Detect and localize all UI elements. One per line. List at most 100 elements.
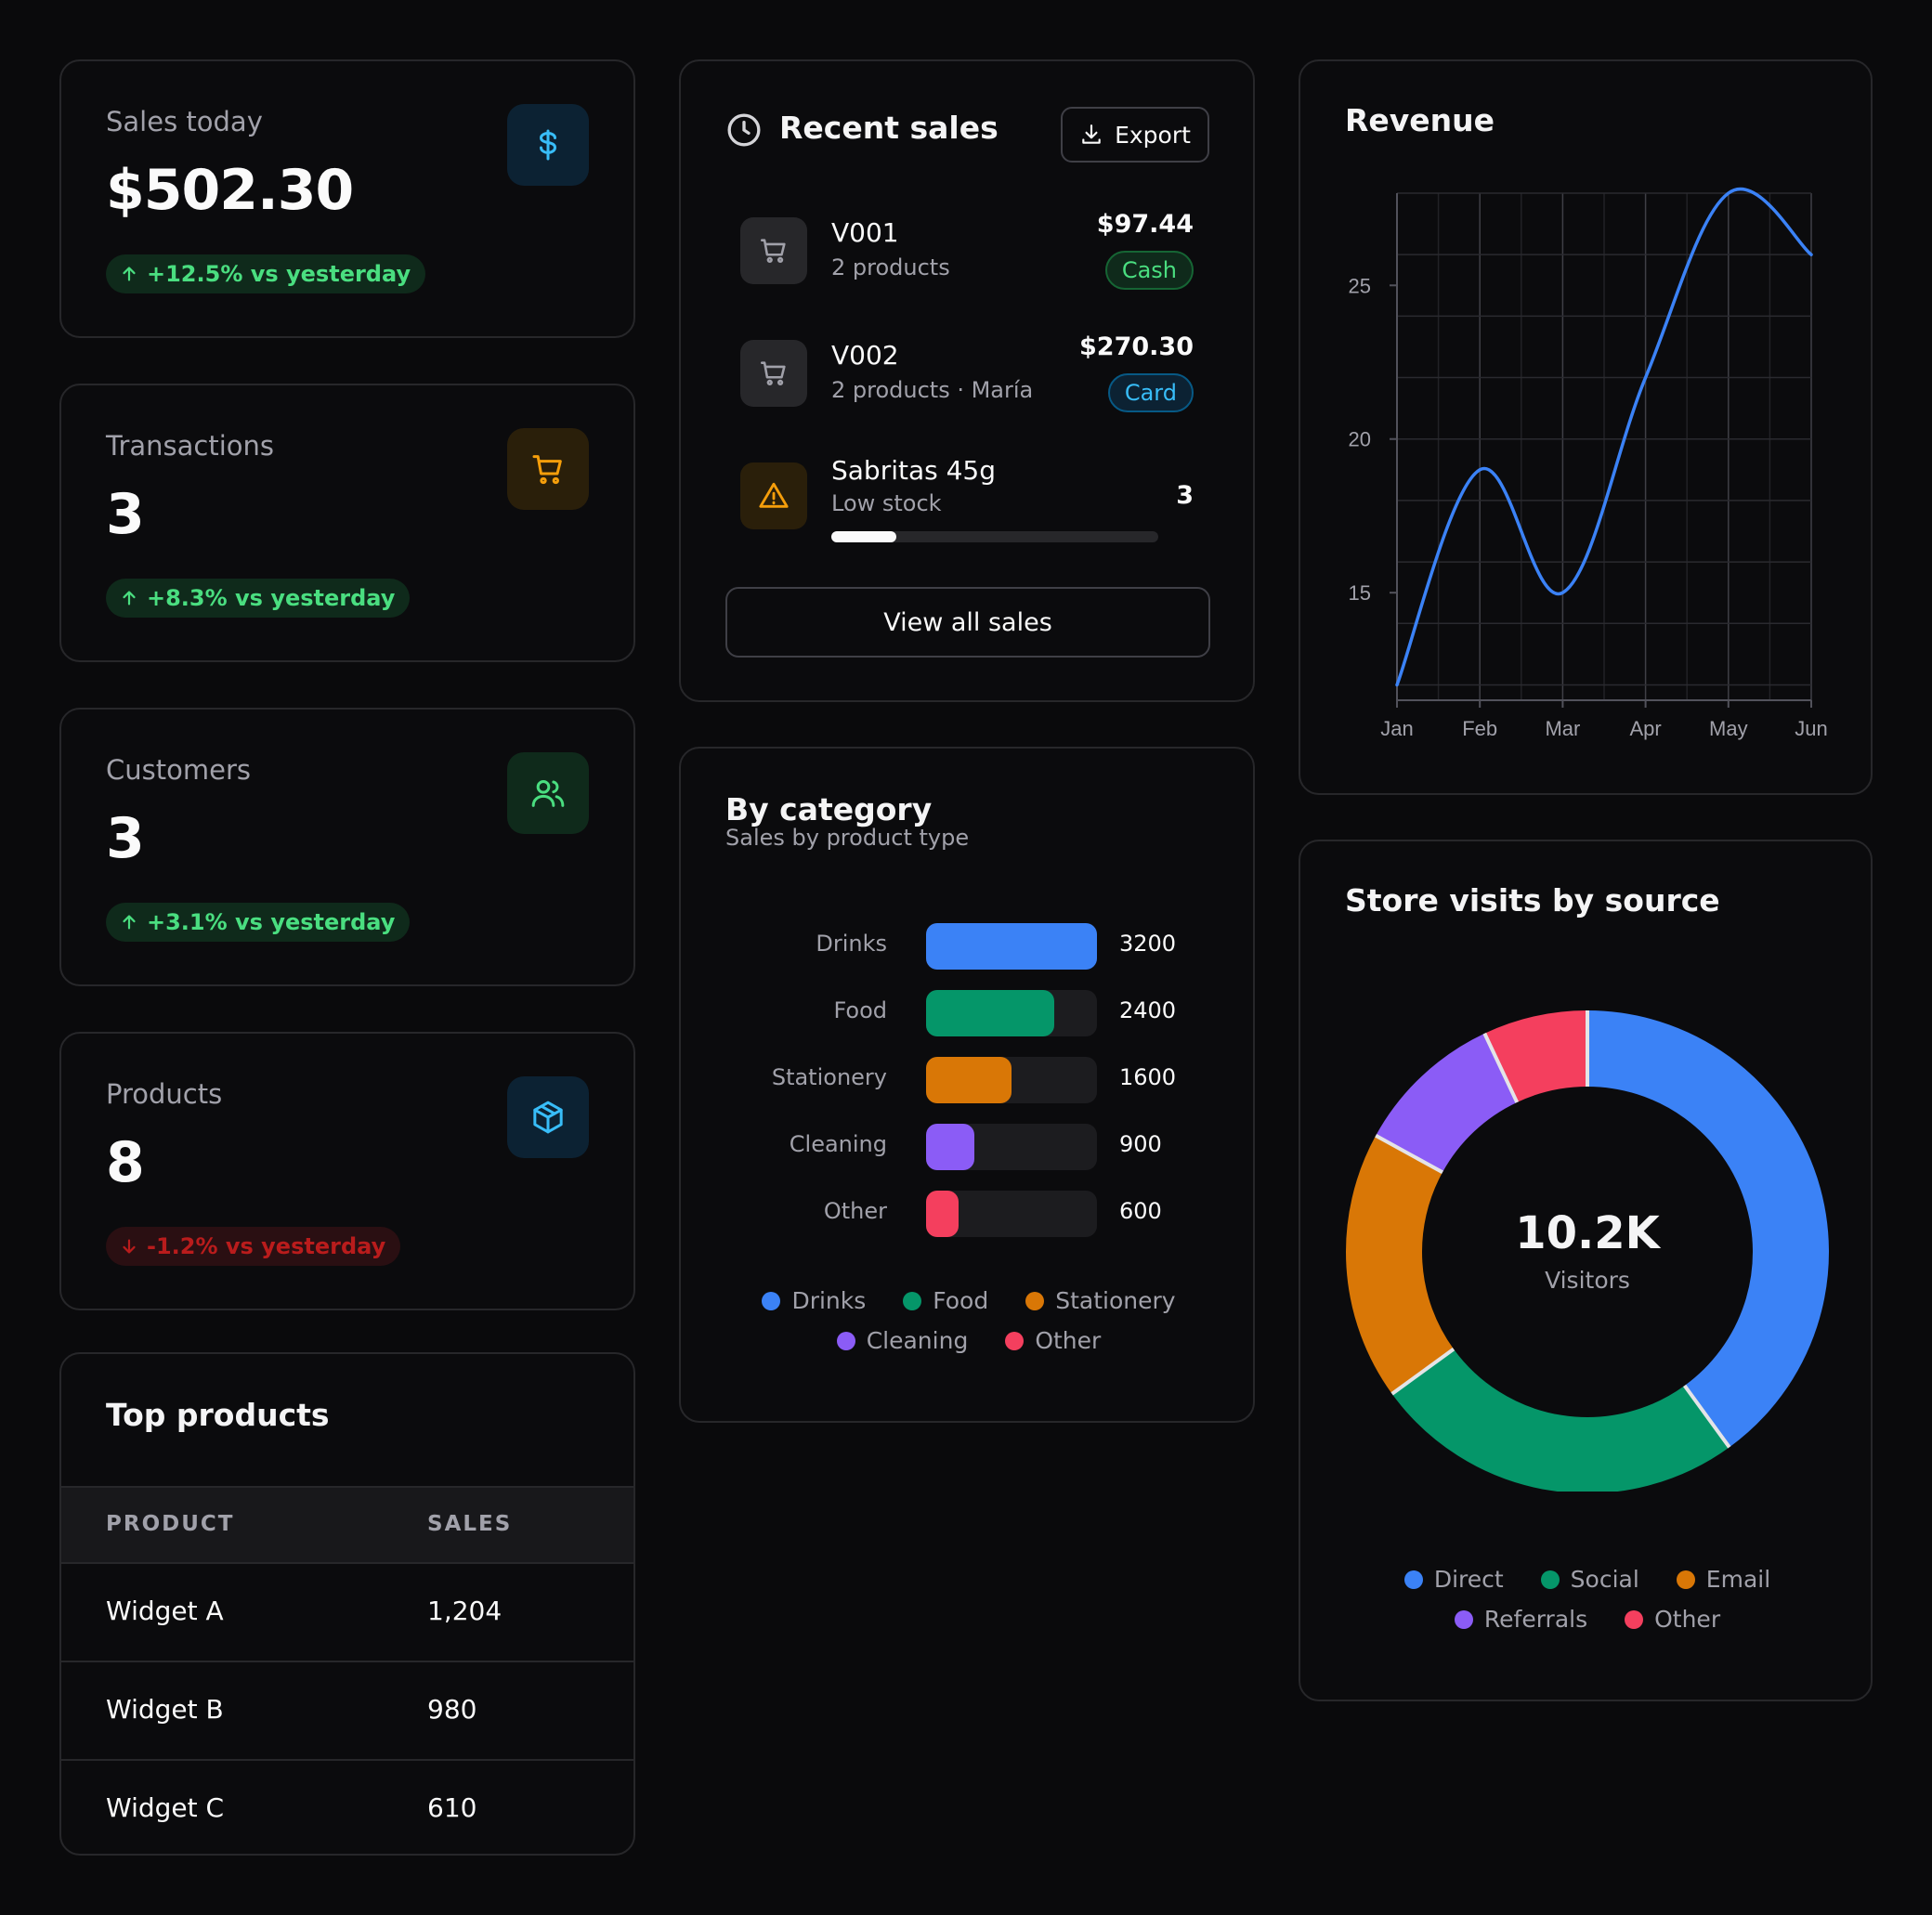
- legend-item[interactable]: Referrals: [1454, 1606, 1588, 1633]
- legend-swatch: [903, 1291, 922, 1310]
- slice-separator: [1390, 1348, 1456, 1396]
- legend-swatch: [1540, 1570, 1560, 1589]
- sale-id: V001: [831, 217, 899, 248]
- column-header-product[interactable]: PRODUCT: [106, 1512, 235, 1536]
- stock-progress-track: [831, 531, 1158, 542]
- bar-value-label: 1600: [1119, 1064, 1177, 1090]
- revenue-card: Revenue 15 20 25 Jan Feb Mar Apr May Jun: [1299, 59, 1873, 795]
- legend-label: Referrals: [1483, 1606, 1588, 1633]
- warning-icon: [740, 462, 807, 529]
- bar: [926, 923, 1097, 970]
- visits-title: Store visits by source: [1345, 882, 1720, 918]
- x-tick-label: Jun: [1795, 717, 1827, 740]
- bar-track: [926, 1191, 1097, 1237]
- stat-card-transactions: Transactions 3 +8.3% vs yesterday: [59, 384, 635, 662]
- bar-label: Drinks: [816, 931, 887, 957]
- x-tick-label: May: [1709, 717, 1748, 740]
- legend-label: Stationery: [1055, 1287, 1176, 1314]
- legend-swatch: [1454, 1609, 1473, 1629]
- arrow-up-icon: [123, 591, 136, 606]
- stat-value: 8: [106, 1130, 145, 1195]
- cart-icon: [507, 428, 589, 510]
- sale-detail: 2 products: [831, 254, 950, 280]
- view-all-sales-button[interactable]: View all sales: [725, 587, 1210, 658]
- category-card: By category Sales by product type Drinks…: [679, 747, 1255, 1423]
- stat-label: Products: [106, 1078, 223, 1110]
- slice-separator: [1375, 1133, 1443, 1175]
- stat-delta-badge: +12.5% vs yesterday: [106, 254, 426, 293]
- payment-badge: Cash: [1104, 251, 1194, 290]
- legend-label: Other: [1654, 1606, 1721, 1633]
- pie-slice[interactable]: [1586, 1010, 1829, 1448]
- revenue-title: Revenue: [1345, 102, 1495, 138]
- legend-item[interactable]: Drinks: [762, 1287, 866, 1314]
- bar-row: Other 600: [681, 1191, 1238, 1237]
- category-bar-chart: Drinks 3200 Food 2400 Stationery 1600 Cleaning…: [681, 923, 1257, 1257]
- pie-slice[interactable]: [1346, 1135, 1455, 1394]
- legend-swatch: [762, 1291, 781, 1310]
- product-name: Widget B: [106, 1694, 224, 1725]
- stat-delta-badge: +8.3% vs yesterday: [106, 579, 411, 618]
- y-tick-label: 15: [1349, 581, 1371, 605]
- legend-item[interactable]: Stationery: [1025, 1287, 1176, 1314]
- legend-label: Social: [1570, 1566, 1639, 1593]
- legend-swatch: [836, 1331, 855, 1350]
- product-name: Widget C: [106, 1792, 225, 1823]
- legend-label: Email: [1705, 1566, 1771, 1593]
- bar-row: Stationery 1600: [681, 1057, 1238, 1103]
- sale-detail: 2 products · María: [831, 377, 1034, 403]
- x-tick-label: Apr: [1629, 717, 1661, 740]
- donut-center-value: 10.2K: [1515, 1207, 1660, 1259]
- clock-icon: [727, 113, 761, 147]
- recent-sales-card: Recent sales Export V001 2 products $97.…: [679, 59, 1255, 702]
- table-row[interactable]: Widget C 610: [61, 1761, 633, 1854]
- legend-item[interactable]: Social: [1540, 1566, 1639, 1593]
- dollar-icon: [507, 104, 589, 186]
- bar-track: [926, 990, 1097, 1036]
- table-header: PRODUCT SALES: [61, 1486, 633, 1564]
- product-sales: 610: [427, 1792, 477, 1823]
- legend-item[interactable]: Direct: [1403, 1566, 1504, 1593]
- sale-amount: $270.30: [1079, 332, 1194, 361]
- y-tick-label: 25: [1349, 274, 1371, 297]
- legend-item[interactable]: Cleaning: [836, 1327, 969, 1354]
- legend-label: Food: [933, 1287, 989, 1314]
- bar-value-label: 600: [1119, 1198, 1162, 1224]
- column-header-sales[interactable]: SALES: [427, 1512, 513, 1536]
- slice-separator: [1482, 1032, 1520, 1103]
- stat-delta-text: -1.2% vs yesterday: [147, 1233, 386, 1259]
- legend-item[interactable]: Other: [1625, 1606, 1720, 1633]
- bar-label: Stationery: [771, 1064, 887, 1090]
- legend-swatch: [1403, 1570, 1423, 1589]
- stat-delta-badge: -1.2% vs yesterday: [106, 1227, 401, 1266]
- pie-slice[interactable]: [1484, 1010, 1589, 1103]
- bar-value-label: 900: [1119, 1131, 1162, 1157]
- pie-slice[interactable]: [1391, 1348, 1730, 1492]
- visits-card: Store visits by source 10.2K Visitors Di…: [1299, 840, 1873, 1701]
- bar-value-label: 2400: [1119, 997, 1177, 1023]
- table-row[interactable]: Widget B 980: [61, 1662, 633, 1761]
- stat-delta-text: +12.5% vs yesterday: [147, 261, 411, 287]
- sale-id: V002: [831, 340, 899, 371]
- bar: [926, 990, 1054, 1036]
- legend-label: Drinks: [791, 1287, 867, 1314]
- bar: [926, 1057, 1012, 1103]
- export-button[interactable]: Export: [1061, 107, 1209, 163]
- pie-slice[interactable]: [1376, 1033, 1519, 1174]
- visits-legend: Direct Social Email Referrals Other: [1375, 1566, 1800, 1633]
- stat-delta-text: +8.3% vs yesterday: [147, 585, 396, 611]
- legend-swatch: [1625, 1609, 1644, 1629]
- legend-label: Cleaning: [866, 1327, 969, 1354]
- legend-item[interactable]: Food: [903, 1287, 988, 1314]
- bar-label: Other: [823, 1198, 887, 1224]
- legend-item[interactable]: Other: [1005, 1327, 1101, 1354]
- legend-item[interactable]: Email: [1676, 1566, 1771, 1593]
- export-label: Export: [1115, 121, 1191, 149]
- bar-label: Cleaning: [789, 1131, 887, 1157]
- x-tick-label: Feb: [1462, 717, 1497, 740]
- top-products-card: Top products PRODUCT SALES Widget A 1,20…: [59, 1352, 635, 1856]
- legend-label: Other: [1035, 1327, 1102, 1354]
- top-products-title: Top products: [106, 1397, 330, 1433]
- stock-count: 3: [1176, 481, 1194, 510]
- table-row[interactable]: Widget A 1,204: [61, 1564, 633, 1662]
